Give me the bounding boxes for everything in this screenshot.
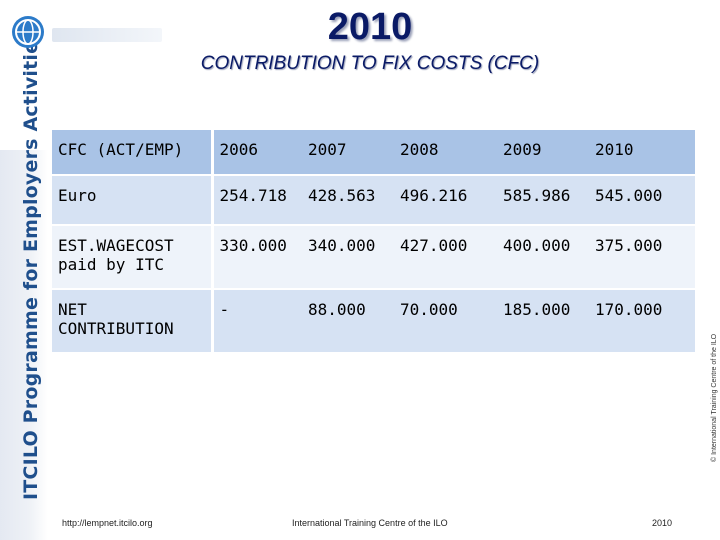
table-cell: 340.000: [302, 224, 394, 289]
table-cell: 545.000: [589, 174, 695, 225]
table-row: Euro 254.718 428.563 496.216 585.986 545…: [52, 174, 695, 225]
table-cell: 254.718: [212, 174, 302, 225]
header-cell: 2010: [589, 130, 695, 175]
footer-year: 2010: [652, 518, 673, 528]
table-row: NET CONTRIBUTION - 88.000 70.000 185.000…: [52, 288, 695, 352]
table-cell: -: [212, 288, 302, 352]
page-title: 2010: [327, 6, 413, 48]
itcilo-logo-icon: [12, 16, 44, 48]
side-band: [0, 150, 48, 540]
table-cell: 170.000: [589, 288, 695, 352]
row-label: Euro: [52, 174, 214, 225]
row-label: NET CONTRIBUTION: [52, 288, 214, 352]
table-header-row: CFC (ACT/EMP) 2006 2007 2008 2009 2010: [52, 130, 695, 175]
table-cell: 88.000: [302, 288, 394, 352]
table-cell: 427.000: [394, 224, 497, 289]
table-cell: 70.000: [394, 288, 497, 352]
page-subtitle: CONTRIBUTION TO FIX COSTS (CFC): [200, 53, 540, 74]
header-cell: CFC (ACT/EMP): [52, 130, 214, 175]
footer-url-link[interactable]: http://lempnet.itcilo.org: [62, 518, 153, 528]
footer-center-text: International Training Centre of the ILO: [292, 518, 448, 528]
header-cell: 2009: [497, 130, 589, 175]
side-vertical-title: ITCILO Programme for Employers Activitie…: [20, 29, 42, 500]
table-cell: 185.000: [497, 288, 589, 352]
logo-band: [52, 28, 162, 42]
table-cell: 496.216: [394, 174, 497, 225]
table-cell: 428.563: [302, 174, 394, 225]
header-cell: 2008: [394, 130, 497, 175]
copyright-note: © International Training Centre of the I…: [711, 333, 718, 462]
cfc-table: CFC (ACT/EMP) 2006 2007 2008 2009 2010 E…: [52, 130, 695, 352]
row-label: EST.WAGECOST paid by ITC: [52, 224, 214, 289]
table-row: EST.WAGECOST paid by ITC 330.000 340.000…: [52, 224, 695, 289]
header-cell: 2006: [212, 130, 302, 175]
table-cell: 375.000: [589, 224, 695, 289]
header-cell: 2007: [302, 130, 394, 175]
table-cell: 330.000: [212, 224, 302, 289]
table-cell: 585.986: [497, 174, 589, 225]
table-cell: 400.000: [497, 224, 589, 289]
